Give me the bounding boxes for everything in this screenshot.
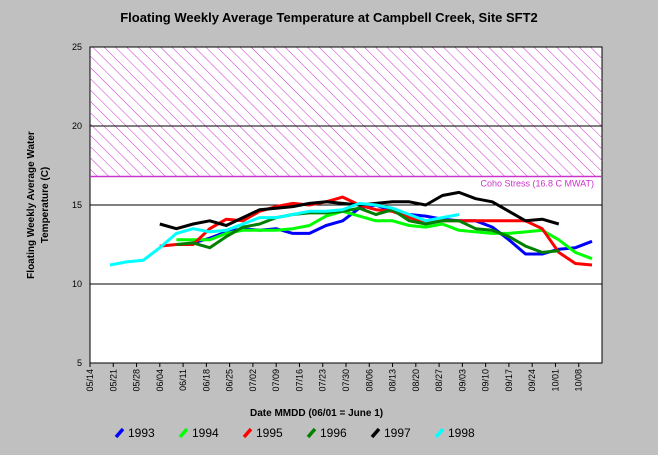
legend-label: 1996	[320, 426, 347, 440]
legend-label: 1994	[192, 426, 219, 440]
y-tick-label: 5	[77, 358, 82, 368]
x-tick-label: 06/25	[225, 369, 235, 392]
x-tick-label: 07/09	[271, 369, 281, 392]
series-line	[176, 206, 559, 254]
x-tick-label: 09/24	[527, 369, 537, 392]
y-tick-label: 15	[72, 200, 82, 210]
series-line	[176, 209, 593, 261]
y-tick-label: 20	[72, 121, 82, 131]
chart-title: Floating Weekly Average Temperature at C…	[120, 10, 538, 25]
legend-swatch	[178, 427, 189, 439]
x-tick-label: 05/28	[132, 369, 142, 392]
y-axis-label: Floating Weekly Average Water	[26, 131, 37, 279]
legend-swatch	[114, 427, 125, 439]
x-tick-label: 06/04	[155, 369, 165, 392]
x-tick-label: 06/11	[178, 369, 188, 391]
x-tick-label: 09/10	[481, 369, 491, 392]
y-tick-label: 10	[72, 279, 82, 289]
x-tick-label: 06/18	[201, 369, 211, 392]
x-tick-label: 07/23	[318, 369, 328, 392]
x-tick-label: 10/01	[550, 369, 560, 392]
x-axis-label: Date MMDD (06/01 = June 1)	[250, 408, 383, 419]
y-tick-label: 25	[72, 42, 82, 52]
legend-label: 1997	[384, 426, 411, 440]
x-tick-label: 08/13	[388, 369, 398, 392]
x-tick-label: 07/16	[294, 369, 304, 392]
x-tick-label: 10/08	[574, 369, 584, 392]
legend-swatch	[242, 427, 253, 439]
legend-swatch	[306, 427, 317, 439]
y-axis-label: Temperature (C)	[40, 167, 51, 244]
x-tick-label: 09/03	[457, 369, 467, 392]
x-tick-label: 08/20	[411, 369, 421, 392]
band-label: Coho Stress (16.8 C MWAT)	[480, 179, 594, 189]
x-tick-label: 09/17	[504, 369, 514, 392]
stress-band	[90, 47, 602, 177]
legend-label: 1993	[128, 426, 155, 440]
legend-label: 1998	[448, 426, 475, 440]
legend-swatch	[434, 427, 445, 439]
x-tick-label: 07/30	[341, 369, 351, 392]
x-tick-label: 08/27	[434, 369, 444, 392]
x-tick-label: 08/06	[364, 369, 374, 392]
x-tick-label: 05/21	[108, 369, 118, 392]
legend-label: 1995	[256, 426, 283, 440]
x-tick-label: 07/02	[248, 369, 258, 392]
series-line	[109, 201, 460, 267]
series-line	[159, 195, 593, 267]
legend-swatch	[370, 427, 381, 439]
x-tick-label: 05/14	[85, 369, 95, 392]
